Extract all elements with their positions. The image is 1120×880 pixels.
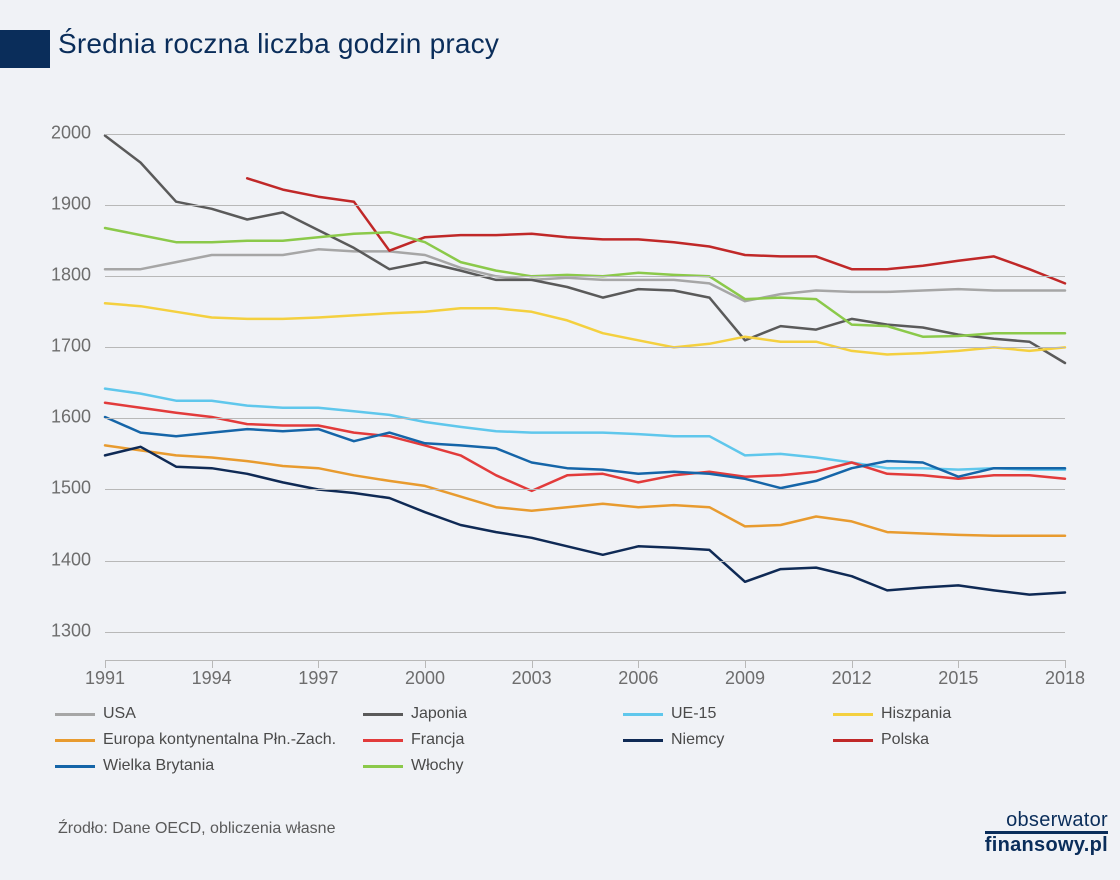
gridline [105,660,1065,661]
legend-swatch [833,713,873,716]
x-tick [745,660,746,668]
logo-bottom: finansowy.pl [985,831,1108,856]
gridline [105,347,1065,348]
x-axis-label: 2018 [1045,668,1085,689]
y-axis-label: 1600 [51,407,91,428]
x-tick [212,660,213,668]
legend-swatch [833,739,873,742]
series-line [105,445,1065,535]
legend-label: Włochy [411,757,463,775]
gridline [105,489,1065,490]
gridline [105,418,1065,419]
gridline [105,134,1065,135]
x-axis-label: 2009 [725,668,765,689]
chart-legend: USA Japonia UE-15 Hiszpania Europa kontynent… [55,705,1065,775]
y-axis-label: 1400 [51,549,91,570]
x-axis-label: 2006 [618,668,658,689]
gridline [105,276,1065,277]
legend-item: Japonia [363,705,623,723]
legend-item: Polska [833,731,1043,749]
legend-item: Hiszpania [833,705,1043,723]
gridline [105,205,1065,206]
legend-swatch [55,713,95,716]
legend-swatch [623,739,663,742]
legend-item: Wielka Brytania [55,757,363,775]
legend-label: Polska [881,731,929,749]
series-line [247,178,1065,283]
y-axis-label: 1900 [51,194,91,215]
legend-label: USA [103,705,136,723]
logo-top: obserwator [985,810,1108,831]
x-tick [852,660,853,668]
x-axis-label: 2000 [405,668,445,689]
legend-label: Japonia [411,705,467,723]
x-axis-label: 1997 [298,668,338,689]
y-axis-label: 2000 [51,123,91,144]
x-tick [638,660,639,668]
x-axis-label: 1991 [85,668,125,689]
legend-item: Niemcy [623,731,833,749]
series-line [105,403,1065,491]
legend-label: Europa kontynentalna Płn.-Zach. [103,731,336,749]
legend-item: Francja [363,731,623,749]
y-axis-label: 1700 [51,336,91,357]
gridline [105,632,1065,633]
y-axis-label: 1500 [51,478,91,499]
legend-swatch [55,739,95,742]
legend-swatch [363,739,403,742]
x-tick [318,660,319,668]
legend-label: Wielka Brytania [103,757,214,775]
y-axis-label: 1800 [51,265,91,286]
legend-label: Francja [411,731,464,749]
legend-item: UE-15 [623,705,833,723]
y-axis-label: 1300 [51,620,91,641]
legend-swatch [363,713,403,716]
series-line [105,417,1065,488]
line-chart: 1300140015001600170018001900200019911994… [105,120,1065,660]
legend-item: USA [55,705,363,723]
chart-lines-svg [105,120,1065,660]
source-text: Źrodło: Dane OECD, obliczenia własne [58,820,335,838]
legend-item: Włochy [363,757,623,775]
site-logo: obserwator finansowy.pl [985,810,1108,856]
x-tick [532,660,533,668]
legend-swatch [623,713,663,716]
gridline [105,561,1065,562]
legend-swatch [363,765,403,768]
title-accent-bar [0,30,50,68]
x-axis-label: 1994 [192,668,232,689]
x-axis-label: 2003 [512,668,552,689]
x-tick [105,660,106,668]
legend-label: UE-15 [671,705,716,723]
x-axis-label: 2012 [832,668,872,689]
legend-swatch [55,765,95,768]
series-line [105,136,1065,363]
legend-label: Niemcy [671,731,724,749]
series-line [105,228,1065,337]
chart-title: Średnia roczna liczba godzin pracy [58,28,499,60]
x-axis-label: 2015 [938,668,978,689]
legend-item: Europa kontynentalna Płn.-Zach. [55,731,363,749]
legend-label: Hiszpania [881,705,951,723]
x-tick [425,660,426,668]
x-tick [1065,660,1066,668]
x-tick [958,660,959,668]
